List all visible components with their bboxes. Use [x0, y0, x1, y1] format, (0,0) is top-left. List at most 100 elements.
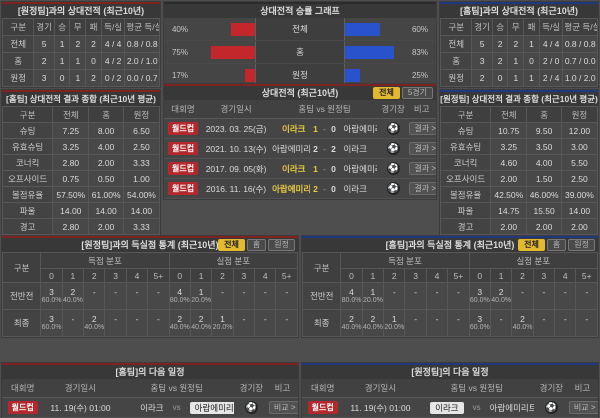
- row-label: 유효슈팅: [439, 138, 492, 155]
- cell: -: [232, 309, 256, 337]
- soccer-ball-icon[interactable]: ⚽: [386, 122, 400, 135]
- compare-button[interactable]: 비교 >: [568, 401, 598, 414]
- header-cell: 1: [61, 268, 85, 283]
- panel-match-history: 상대전적 (최근10년) 전체 5경기 대회명 경기일시 홈팀 vs 원정팀 경기장 비…: [164, 84, 436, 199]
- header-cell: 경기: [33, 18, 55, 36]
- cell: -: [554, 282, 577, 310]
- compare-button[interactable]: 비교 >: [268, 401, 298, 414]
- panel-h2h-vs-away: [원정팀]과의 상대전적 (최근10년) 구분 경기 승 무 패 득/실 평균 득/실 전체…: [1, 2, 160, 87]
- cell: 3.25: [52, 138, 90, 155]
- match-row: 월드컵 11. 19(수) 01:00 이라크 vs 아랍에미리트 ⚽ 비교 >: [2, 397, 298, 418]
- header-cell: 전체: [490, 106, 528, 123]
- table-row: 전체 5 1 2 2 4 / 4 0.8 / 0.8: [1, 35, 160, 53]
- table-row: 오프사이드 0.75 0.50 1.00: [1, 170, 161, 187]
- row-label: 전체: [439, 35, 473, 53]
- cell: 14.75: [490, 202, 528, 219]
- cell: 3.25: [490, 138, 528, 155]
- panel-title: [홈팀]의 다음 일정: [2, 363, 298, 379]
- result-button[interactable]: 결과 >: [409, 122, 436, 135]
- cell: 4.00: [526, 154, 562, 171]
- winrate-category: 홈: [255, 41, 345, 63]
- filter-all-button[interactable]: 전체: [373, 87, 400, 99]
- header-cell: 2: [83, 268, 106, 283]
- cell: -: [147, 282, 170, 310]
- cell: 2.00: [526, 218, 562, 235]
- row-label: 전체: [1, 35, 35, 53]
- cell: 2: [69, 35, 87, 53]
- home-score: 2: [313, 183, 318, 194]
- filter-away-button[interactable]: 원정: [568, 239, 595, 251]
- cell: 0 / 2: [100, 69, 126, 87]
- header-cell: 3: [404, 268, 427, 283]
- header-cell: 0: [168, 268, 191, 283]
- away-score: 0: [331, 123, 336, 134]
- filter-home-button[interactable]: 홈: [246, 239, 267, 251]
- cell: 4 80.0%: [340, 282, 363, 310]
- goals-vs-away-table: 구분 득점 분포 실점 분포 0 1 2 3 4 5+ 0 1 2 3 4 5+ 전반전 3 60.0% 2 40…: [1, 252, 299, 337]
- blue-bar: [345, 45, 394, 59]
- cell: 2 40.0%: [168, 309, 191, 337]
- filter-all-button[interactable]: 전체: [218, 239, 245, 251]
- vs-label: vs: [472, 403, 481, 412]
- panel-title: [원정팀] 상대전적 결과 종합 (최근10년 평균): [440, 90, 598, 106]
- header-cell: 홈팀 vs 원정팀: [117, 379, 236, 398]
- table-row: 원정 2 0 1 1 2 / 4 1.0 / 2.0: [439, 69, 598, 87]
- panel-winrate-graph: 상대전적 승률 그래프 40% 전체 60% 75% 홈 83% 17% 원정 …: [164, 2, 436, 86]
- panel-title: [홈팀]과의 상대전적 (최근10년): [440, 2, 598, 18]
- header-cell: 경기: [471, 18, 493, 36]
- soccer-ball-icon[interactable]: ⚽: [386, 162, 400, 175]
- panel-title: 상대전적 (최근10년) 전체 5경기: [164, 84, 436, 100]
- soccer-ball-icon[interactable]: ⚽: [386, 182, 400, 195]
- cell: -: [554, 309, 577, 337]
- header-cell: 비고: [266, 379, 298, 398]
- cell: 2.50: [560, 170, 599, 187]
- row-label: 최종: [1, 309, 42, 337]
- cell: 2 40.0%: [61, 282, 85, 310]
- summary-away-table: 구분 전체 홈 원정 슈팅 10.75 9.50 12.00 유효슈팅 3.25 3.50 3.0…: [439, 106, 599, 251]
- filter-5games-button[interactable]: 5경기: [401, 87, 433, 99]
- soccer-ball-icon[interactable]: ⚽: [386, 142, 400, 155]
- cell: 1 20.0%: [189, 282, 213, 310]
- cell: 2 / 4: [538, 69, 564, 87]
- header-cell: 2: [383, 268, 406, 283]
- away-team: 이라크: [343, 143, 367, 154]
- soccer-ball-icon[interactable]: ⚽: [544, 401, 558, 414]
- cell: 2 40.0%: [189, 309, 213, 337]
- match-row: 월드컵 2017. 09. 05(화) 이라크 1-0 아랍에미리트 ⚽ 결과 >: [164, 158, 436, 179]
- next-match-home-table: 대회명 경기일시 홈팀 vs 원정팀 경기장 비고 월드컵 11. 19(수) 01:0…: [2, 379, 298, 418]
- header-cell: 무: [69, 18, 87, 36]
- filter-all-button[interactable]: 전체: [518, 239, 545, 251]
- cell: 1: [69, 52, 87, 70]
- header-cell: 구분: [1, 18, 35, 36]
- result-button[interactable]: 결과 >: [409, 182, 436, 195]
- cell: 8.00: [88, 122, 124, 139]
- header-cell: 경기일시: [43, 379, 118, 398]
- home-team: 아랍에미리트: [272, 183, 311, 194]
- match-date: 11. 19(수) 01:00: [343, 397, 418, 418]
- cell: 2: [491, 52, 509, 70]
- cell: 1 20.0%: [211, 309, 234, 337]
- cell: 3: [471, 52, 493, 70]
- filter-home-button[interactable]: 홈: [546, 239, 567, 251]
- winrate-row: 17% 원정 25%: [164, 64, 436, 86]
- league-badge: 월드컵: [167, 122, 199, 135]
- cell: 2: [471, 69, 493, 87]
- winrate-left-value: 17%: [171, 70, 188, 80]
- row-label: 코너킥: [439, 154, 492, 171]
- row-label: 원정: [1, 69, 35, 87]
- cell: -: [104, 309, 127, 337]
- table-header-row: 구분 경기 승 무 패 득/실 평균 득/실: [1, 18, 160, 36]
- row-label: 최종: [301, 309, 342, 337]
- cell: -: [532, 309, 556, 337]
- header-cell: 평균 득/실: [124, 18, 160, 36]
- soccer-ball-icon[interactable]: ⚽: [244, 401, 258, 414]
- cell: -: [254, 309, 277, 337]
- cell: 4 / 2: [100, 52, 126, 70]
- cell: -: [275, 282, 298, 310]
- result-button[interactable]: 결과 >: [409, 162, 436, 175]
- result-button[interactable]: 결과 >: [409, 142, 436, 155]
- filter-away-button[interactable]: 원정: [268, 239, 295, 251]
- header-cell: 4: [125, 268, 149, 283]
- header-cell: 대회명: [164, 100, 203, 119]
- table-header-row: 구분 경기 승 무 패 득/실 평균 득/실: [439, 18, 598, 36]
